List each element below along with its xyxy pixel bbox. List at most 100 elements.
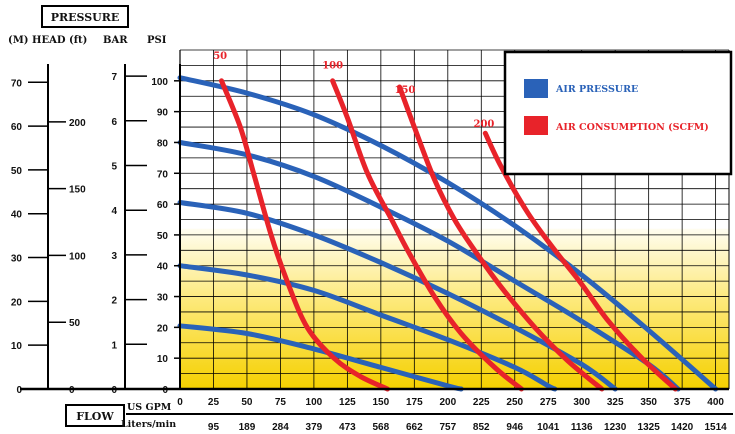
head-m-tick-20: 20 [11, 297, 23, 308]
legend-label-air-consumption: AIR CONSUMPTION (SCFM) [555, 122, 709, 133]
lpm-tick-946: 946 [506, 422, 523, 433]
bar-tick-6: 6 [111, 117, 117, 128]
lpm-tick-1041: 1041 [537, 422, 560, 433]
psi-tick-20: 20 [157, 323, 169, 334]
pressure-title-box [41, 5, 129, 28]
air-consumption-curve-200scfm [482, 130, 678, 392]
psi-tick-40: 40 [157, 262, 169, 273]
left-axes: 0102030405060708090100012345670102030405… [11, 64, 181, 396]
gpm-tick-325: 325 [607, 397, 624, 408]
lpm-tick-662: 662 [406, 422, 423, 433]
legend-label-air-pressure: AIR PRESSURE [555, 84, 638, 95]
gpm-tick-125: 125 [339, 397, 356, 408]
gpm-tick-225: 225 [473, 397, 490, 408]
lpm-tick-1420: 1420 [671, 422, 694, 433]
lpm-tick-379: 379 [306, 422, 323, 433]
legend-box [503, 50, 733, 176]
bottom-axes: 0 25 50 75 100 125 150 175 200 225 250 275 300 325 350… [20, 387, 733, 433]
gpm-tick-0: 0 [177, 397, 183, 408]
head-ft-tick-150: 150 [69, 185, 86, 196]
lpm-tick-1325: 1325 [638, 422, 661, 433]
lpm-tick-1230: 1230 [604, 422, 627, 433]
consumption-label-200: 200 [474, 119, 495, 130]
gpm-tick-300: 300 [573, 397, 590, 408]
air-consumption-curves [219, 78, 678, 392]
psi-tick-100: 100 [151, 77, 168, 88]
gpm-tick-400: 400 [707, 397, 724, 408]
lpm-tick-757: 757 [439, 422, 456, 433]
lpm-tick-473: 473 [339, 422, 356, 433]
lpm-tick-95: 95 [208, 422, 220, 433]
bar-tick-5: 5 [111, 162, 117, 173]
pressure-title: PRESSURE [51, 11, 120, 24]
psi-tick-80: 80 [157, 138, 169, 149]
gpm-tick-275: 275 [540, 397, 557, 408]
head-m-tick-60: 60 [11, 122, 23, 133]
lpm-tick-1514: 1514 [704, 422, 727, 433]
psi-tick-50: 50 [157, 231, 169, 242]
lpm-axis-title: Liters/min [121, 419, 176, 430]
psi-tick-10: 10 [157, 354, 169, 365]
air-consumption-curve-150scfm [397, 84, 605, 392]
flow-title: FLOW [76, 410, 114, 423]
bar-tick-7: 7 [111, 72, 117, 83]
gpm-tick-175: 175 [406, 397, 423, 408]
gpm-tick-75: 75 [275, 397, 287, 408]
head-ft-tick-50: 50 [69, 318, 81, 329]
gpm-tick-25: 25 [208, 397, 220, 408]
legend-swatch-air-pressure [524, 79, 548, 98]
lpm-tick-852: 852 [473, 422, 490, 433]
psi-tick-60: 60 [157, 200, 169, 211]
lpm-tick-284: 284 [272, 422, 289, 433]
gpm-tick-250: 250 [506, 397, 523, 408]
psi-tick-70: 70 [157, 169, 169, 180]
head-m-tick-70: 70 [11, 78, 23, 89]
head-m-tick-50: 50 [11, 166, 23, 177]
air-pressure-curve-80psi [177, 140, 681, 392]
air-pressure-curve-60psi [177, 200, 618, 392]
bar-tick-4: 4 [111, 206, 117, 217]
head-m-tick-30: 30 [11, 254, 23, 265]
gpm-tick-50: 50 [241, 397, 253, 408]
air-pressure-curves [177, 75, 719, 392]
lpm-tick-189: 189 [239, 422, 256, 433]
air-consumption-curve-100scfm [330, 78, 524, 392]
gpm-tick-350: 350 [640, 397, 657, 408]
head-ft-tick-100: 100 [69, 251, 86, 262]
gpm-tick-150: 150 [373, 397, 390, 408]
head-axis-title: (M) HEAD (ft) [8, 35, 87, 46]
air-pressure-curve-20psi [177, 323, 464, 392]
consumption-label-100: 100 [322, 60, 343, 71]
psi-axis-title: PSI [147, 35, 167, 46]
legend-swatch-air-consumption [524, 116, 548, 135]
lpm-tick-568: 568 [373, 422, 390, 433]
air-pressure-curve-40psi [177, 263, 558, 392]
gpm-tick-200: 200 [439, 397, 456, 408]
air-consumption-curve-50scfm [219, 78, 390, 392]
gpm-tick-100: 100 [306, 397, 323, 408]
flow-title-box [65, 404, 125, 427]
legend: AIR PRESSURE AIR CONSUMPTION (SCFM) [503, 50, 733, 176]
bar-tick-3: 3 [111, 251, 117, 262]
consumption-label-150: 150 [395, 85, 416, 96]
head-m-tick-10: 10 [11, 341, 23, 352]
gpm-tick-375: 375 [674, 397, 691, 408]
lpm-tick-1136: 1136 [571, 422, 593, 433]
air-consumption-labels: 50 100 150 200 [213, 51, 494, 130]
head-ft-tick-0: 0 [69, 385, 75, 396]
air-pressure-curve-100psi [177, 75, 719, 392]
psi-tick-30: 30 [157, 293, 169, 304]
head-m-tick-40: 40 [11, 210, 23, 221]
bar-tick-0: 0 [111, 385, 117, 396]
psi-tick-0: 0 [162, 385, 168, 396]
bar-tick-2: 2 [111, 296, 117, 307]
operating-region-fill [180, 228, 729, 389]
psi-tick-90: 90 [157, 108, 169, 119]
head-m-tick-0: 0 [16, 385, 22, 396]
gpm-axis-title: US GPM [127, 402, 172, 413]
bar-axis-title: BAR [103, 35, 128, 46]
consumption-label-50: 50 [213, 51, 227, 62]
bar-tick-1: 1 [111, 340, 117, 351]
head-ft-tick-200: 200 [69, 118, 86, 129]
